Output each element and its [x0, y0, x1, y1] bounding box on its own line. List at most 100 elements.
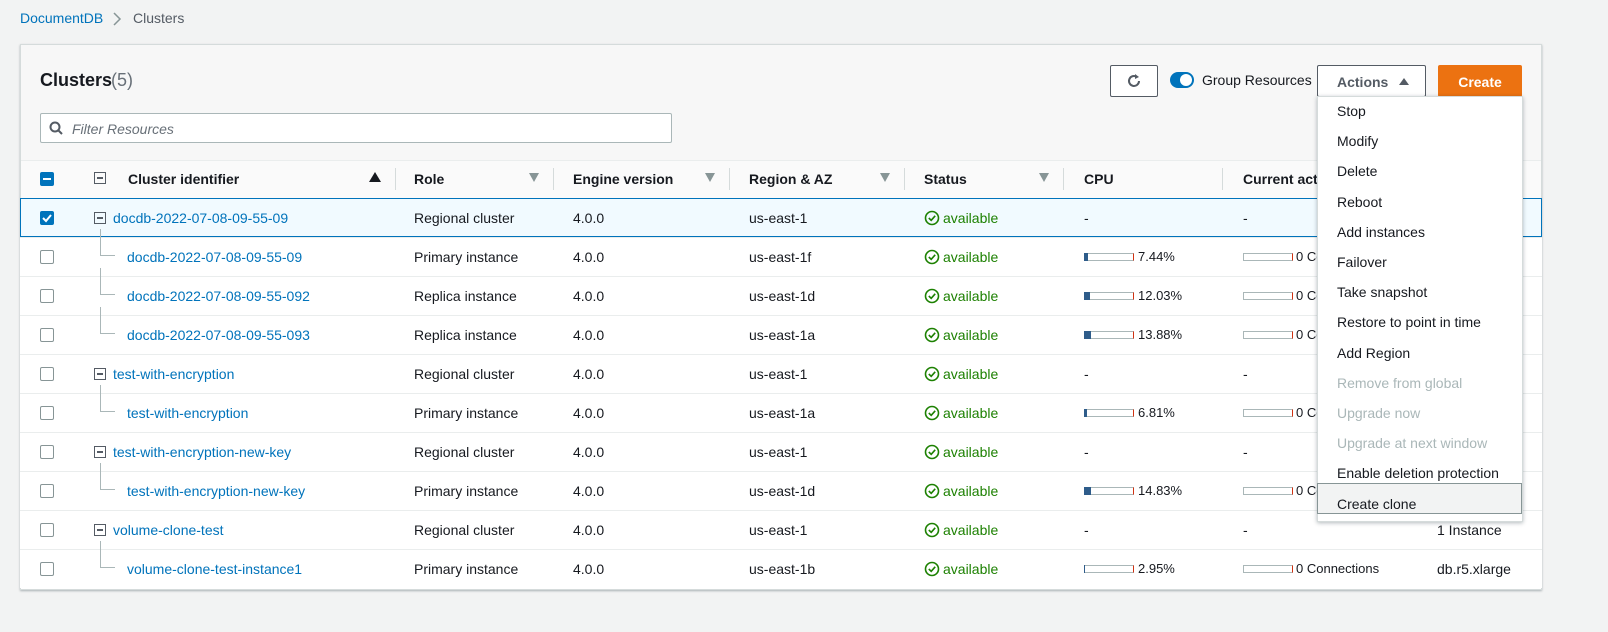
region: us-east-1f [749, 249, 812, 265]
panel-count: (5) [111, 70, 133, 90]
panel-title: Clusters [40, 70, 113, 90]
cluster-id-link[interactable]: test-with-encryption [127, 405, 249, 421]
collapse-toggle[interactable] [94, 212, 106, 224]
menu-item[interactable]: Enable deletion protection [1337, 465, 1499, 482]
role: Primary instance [414, 249, 519, 265]
collapse-toggle[interactable] [94, 446, 106, 458]
cluster-id-link[interactable]: test-with-encryption-new-key [127, 483, 306, 499]
engine-version: 4.0.0 [573, 249, 605, 265]
create-button[interactable]: Create [1438, 65, 1522, 97]
activity-bar-track [1243, 331, 1293, 339]
breadcrumb-link[interactable]: DocumentDB [20, 10, 104, 26]
region: us-east-1 [749, 522, 808, 538]
refresh-button[interactable] [1110, 65, 1158, 97]
cpu-bar-track [1084, 331, 1134, 339]
engine-version: 4.0.0 [573, 483, 605, 499]
row-checkbox[interactable] [40, 445, 54, 459]
tree-line [100, 307, 115, 334]
column-separator [553, 168, 554, 190]
row-checkbox[interactable] [40, 250, 54, 264]
column-separator [1222, 168, 1223, 190]
cluster-id-link[interactable]: test-with-encryption [113, 366, 235, 382]
column-separator [904, 168, 905, 190]
status-icon [924, 522, 940, 538]
cluster-id-link[interactable]: docdb-2022-07-08-09-55-092 [127, 288, 310, 304]
row-checkbox[interactable] [40, 523, 54, 537]
status-icon [924, 444, 940, 460]
activity: - [1243, 522, 1248, 538]
region: us-east-1b [749, 561, 816, 577]
cpu-label: 12.03% [1138, 288, 1183, 303]
column-separator [1063, 168, 1064, 190]
select-all-checkbox[interactable] [40, 172, 54, 186]
cluster-id-link[interactable]: test-with-encryption-new-key [113, 444, 292, 460]
table-row[interactable] [20, 432, 1542, 471]
sort-icon [529, 173, 539, 182]
menu-item[interactable]: Modify [1337, 133, 1379, 150]
menu-item[interactable]: Take snapshot [1337, 284, 1428, 301]
cluster-id-link[interactable]: docdb-2022-07-08-09-55-09 [113, 210, 289, 226]
activity: - [1243, 444, 1248, 460]
cluster-id-link[interactable]: docdb-2022-07-08-09-55-09 [127, 249, 303, 265]
row-checkbox[interactable] [40, 289, 54, 303]
activity-bar-track [1243, 292, 1293, 300]
row-checkbox[interactable] [40, 211, 54, 225]
row-checkbox[interactable] [40, 562, 54, 576]
cpu-bar-track [1084, 565, 1134, 573]
row-checkbox[interactable] [40, 406, 54, 420]
tree-line [100, 541, 115, 568]
column-header: Engine version [573, 171, 674, 187]
menu-item[interactable]: Failover [1337, 254, 1387, 270]
status: available [943, 210, 999, 226]
engine-version: 4.0.0 [573, 444, 605, 460]
cpu-bar [1084, 331, 1091, 339]
sort-asc-icon [369, 172, 381, 182]
menu-item[interactable]: Restore to point in time [1337, 314, 1481, 331]
cluster-id-link[interactable]: volume-clone-test-instance1 [127, 561, 303, 577]
role: Replica instance [414, 327, 517, 343]
activity-bar-track [1243, 409, 1293, 417]
column-separator [395, 168, 396, 190]
menu-item[interactable]: Add Region [1337, 344, 1411, 361]
menu-item[interactable]: Stop [1337, 103, 1366, 119]
cluster-id-link[interactable]: docdb-2022-07-08-09-55-093 [127, 327, 310, 343]
engine-version: 4.0.0 [573, 288, 605, 304]
sort-icon [1039, 173, 1049, 182]
actions-button[interactable]: Actions [1317, 65, 1426, 97]
menu-item[interactable]: Delete [1337, 163, 1378, 180]
role: Regional cluster [414, 444, 515, 460]
cpu-bar-track [1084, 292, 1134, 300]
status: available [943, 288, 999, 304]
menu-item[interactable]: Create clone [1337, 495, 1417, 512]
region: us-east-1d [749, 483, 816, 499]
create-label: Create [1458, 74, 1502, 90]
group-toggle[interactable] [1170, 72, 1194, 88]
menu-item: Remove from global [1337, 374, 1463, 391]
menu-item: Upgrade now [1337, 405, 1421, 421]
collapse-all[interactable] [94, 172, 106, 184]
filter-input[interactable]: Filter Resources [40, 113, 672, 143]
cpu-bar [1084, 487, 1092, 495]
column-header: Status [924, 171, 967, 187]
cpu-label: 14.83% [1138, 483, 1183, 498]
actions-label: Actions [1337, 74, 1389, 90]
column-separator [729, 168, 730, 190]
engine-version: 4.0.0 [573, 366, 605, 382]
table-row[interactable] [20, 354, 1542, 393]
status-icon [924, 405, 940, 421]
cluster-id-link[interactable]: volume-clone-test [113, 522, 224, 538]
menu-item[interactable]: Reboot [1337, 193, 1383, 210]
role: Regional cluster [414, 210, 515, 226]
column-header: Cluster identifier [128, 171, 240, 187]
table-row[interactable] [20, 198, 1542, 237]
row-checkbox[interactable] [40, 484, 54, 498]
menu-item[interactable]: Add instances [1337, 223, 1425, 240]
row-checkbox[interactable] [40, 367, 54, 381]
collapse-toggle[interactable] [94, 524, 106, 536]
collapse-toggle[interactable] [94, 368, 106, 380]
status: available [943, 483, 999, 499]
table-row[interactable] [20, 510, 1542, 549]
row-checkbox[interactable] [40, 328, 54, 342]
cpu-label: 7.44% [1138, 249, 1175, 264]
